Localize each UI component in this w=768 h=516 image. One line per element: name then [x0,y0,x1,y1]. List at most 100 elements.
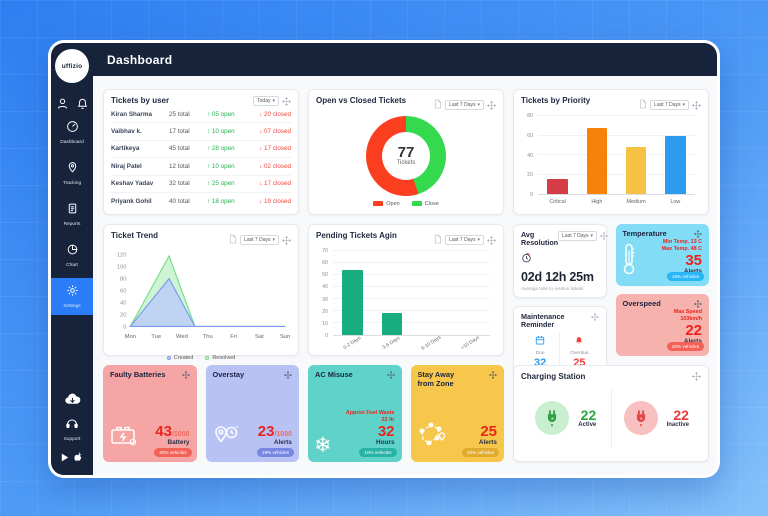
donut-legend: Open Close [373,201,439,207]
export-file-icon[interactable] [434,96,442,114]
svg-text:80: 80 [120,277,126,283]
drag-handle-icon[interactable] [386,371,395,379]
vehicles-badge: 10% vehicles [461,448,499,457]
vehicles-badge: 16% vehicles [666,272,704,281]
overstay-total: /1000 [274,431,292,438]
svg-text:40: 40 [120,300,126,306]
filter-dropdown[interactable]: Last 7 Days ▾ [445,100,484,110]
support-headset-icon[interactable] [65,417,79,435]
drag-handle-icon[interactable] [487,235,496,245]
card-title: Maintenance Reminder [521,311,565,329]
snowflake-icon: ❄ [314,434,332,457]
ac-value: 32 [377,423,395,440]
card-tickets-by-user: Tickets by user Today ▾ Kiran Sharma 25 to… [103,89,299,215]
dashboard-content: Tickets by user Today ▾ Kiran Sharma 25 to… [93,76,717,475]
sidebar-item-reports[interactable]: Reports [51,196,93,233]
card-title: Faulty Batteries [110,370,166,379]
card-faulty-batteries: Faulty Batteries 43/1000 Battery 20% veh… [103,365,197,462]
card-title: Ticket Trend [111,231,158,240]
app-logo: uffizio [55,49,89,83]
drag-handle-icon[interactable] [694,300,702,308]
drag-handle-icon[interactable] [489,371,497,379]
donut-center-label: Tickets [396,160,416,166]
chevron-down-icon: ▾ [682,102,685,108]
battery-icon [109,423,139,452]
legend-item: Created [166,355,193,361]
sidebar: uffizio Dashboard Tracking Reports Chart… [51,43,93,475]
reports-document-icon [66,202,79,220]
drag-handle-icon[interactable] [600,232,609,240]
card-title: Tickets by user [111,96,170,105]
ac-detail: Approx Fuel Waste [345,409,395,416]
inactive-label: Inactive [666,422,689,429]
overstay-value: 23 [257,423,275,440]
drag-handle-icon[interactable] [692,372,701,381]
notifications-bell-icon[interactable] [76,97,89,110]
gear-icon [66,284,79,302]
thermometer-icon [622,243,636,280]
donut-center-value: 77 [397,144,415,161]
cloud-download-icon[interactable] [64,392,81,410]
google-play-icon[interactable] [61,449,69,467]
filter-dropdown[interactable]: Last 7 Days ▾ [445,235,484,245]
sidebar-item-settings[interactable]: Settings [51,278,93,315]
sidebar-item-chart[interactable]: Chart [51,237,93,274]
sidebar-item-dashboard[interactable]: Dashboard [51,114,93,151]
vehicles-badge: 20% vehicles [666,342,704,351]
svg-text:Sun: Sun [280,334,290,340]
tracking-pin-icon [66,161,79,179]
zone-unit: Alerts [478,439,497,446]
card-title: Stay Away from Zone [417,370,455,388]
avg-resolution-value: 02d 12h 25m [521,269,594,284]
chevron-down-icon: ▾ [272,237,275,243]
svg-text:100: 100 [117,265,127,271]
filter-dropdown[interactable]: Last 7 Days ▾ [650,100,689,110]
export-file-icon[interactable] [229,231,237,249]
overstay-unit: Alerts [273,439,292,446]
card-title: Charging Station [521,372,586,381]
active-count: 22 [580,407,597,424]
svg-text:Tue: Tue [151,334,161,340]
drag-handle-icon[interactable] [692,100,701,110]
filter-dropdown[interactable]: Today ▾ [253,96,279,106]
drag-handle-icon[interactable] [181,371,190,379]
temperature-value: 35 [685,251,702,269]
card-title: Tickets by Priority [521,96,591,105]
drag-handle-icon[interactable] [284,371,292,379]
trend-area-chart: 0 20 40 60 80 100 120 Mon Tue Wed Thu Fri Sat Sun [111,249,291,350]
pie-chart-icon [66,243,79,261]
chevron-down-icon: ▾ [477,102,480,108]
open-closed-donut-chart: 77 Tickets [366,115,446,196]
plug-inactive-icon [623,401,658,436]
chevron-down-icon: ▾ [590,233,594,239]
tickets-by-user-table: Kiran Sharma 25 total ↑ 05 open ↓ 20 close… [111,106,291,210]
drag-handle-icon[interactable] [282,96,291,106]
apple-icon[interactable] [74,449,83,467]
drag-handle-icon[interactable] [590,312,599,321]
table-row: Keshav Yadav 32 total ↑ 25 open ↓ 17 close… [111,176,291,193]
card-charging-station: Charging Station 22 Active [513,365,709,462]
user-icon[interactable] [56,97,69,110]
filter-dropdown[interactable]: Last 7 Days ▾ [558,231,598,241]
calendar-icon [535,332,545,350]
card-stay-away-zone: Stay Away from Zone 25 Alerts 10% vehicl… [410,365,504,462]
overspeed-value: 22 [685,321,702,339]
card-pending-tickets: Pending Tickets Agin Last 7 Days ▾ 0 10 20 3… [308,224,504,356]
sidebar-item-tracking[interactable]: Tracking [51,155,93,192]
export-file-icon[interactable] [434,231,442,249]
overstay-pin-clock-icon [212,423,240,452]
table-row: Niraj Patel 12 total ↑ 10 open ↓ 02 closed [111,158,291,176]
plug-active-icon [535,401,570,436]
drag-handle-icon[interactable] [282,235,291,245]
drag-handle-icon[interactable] [694,230,702,238]
svg-text:Fri: Fri [230,334,237,340]
page-title: Dashboard [107,52,173,67]
faulty-total: /1000 [171,431,190,438]
geofence-zone-icon [417,421,447,452]
card-open-vs-closed: Open vs Closed Tickets Last 7 Days ▾ 77 T… [308,89,504,215]
filter-dropdown[interactable]: Last 7 Days ▾ [240,235,279,245]
dashboard-icon [66,120,79,138]
drag-handle-icon[interactable] [487,100,496,110]
export-file-icon[interactable] [639,96,647,114]
